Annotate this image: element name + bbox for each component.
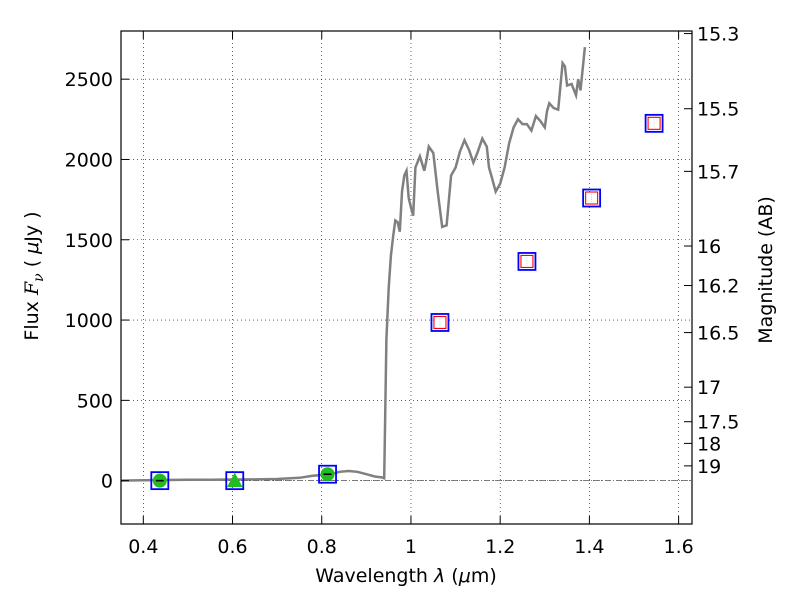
x-tick-label: 1.2 [485, 536, 515, 558]
magnitude-tick-label: 16.5 [697, 323, 739, 345]
magnitude-tick-label: 17 [697, 377, 721, 399]
blue-square-marker [517, 252, 537, 271]
magnitude-tick-label: 18 [697, 433, 721, 455]
spectrum-layer [121, 46, 587, 482]
y-axis: 0 500 1000 1500 2000 2500 [65, 69, 129, 493]
magnitude-tick-label: 16 [697, 236, 721, 258]
red-open-square-marker [433, 315, 447, 330]
x-tick-label: 0.6 [217, 536, 247, 558]
plot-frame [120, 30, 693, 525]
grid [121, 31, 692, 524]
magnitude-tick-label: 15.7 [697, 161, 739, 183]
blue-square-marker [582, 188, 602, 208]
red-open-square-marker [647, 116, 661, 130]
spectrum-line [121, 46, 587, 482]
x-axis: 0.4 0.6 0.8 1 1.2 1.4 1.6 [128, 31, 694, 558]
x-tick-label: 1 [405, 536, 417, 558]
y-tick-label: 2500 [65, 69, 113, 91]
magnitude-tick-label: 17.5 [697, 412, 739, 434]
x-tick-label: 0.4 [128, 536, 158, 558]
x-tick-label: 1.6 [664, 536, 694, 558]
red-open-square-marker [520, 254, 534, 268]
x-tick-label: 0.8 [307, 536, 337, 558]
magnitude-tick-label: 15.3 [697, 24, 739, 46]
y-tick-label: 500 [77, 390, 113, 412]
blue-square-marker [318, 464, 337, 484]
blue-square-marker [430, 313, 450, 332]
y-axis-label: Flux Fν ( μJy ) [21, 211, 47, 340]
magnitude-tick-label: 19 [697, 456, 721, 478]
data-points [150, 113, 664, 491]
blue-square-marker [150, 471, 170, 491]
y-tick-label: 1500 [65, 230, 113, 252]
blue-square-marker [225, 471, 245, 491]
y-tick-label: 0 [101, 471, 113, 493]
magnitude-tick-label: 16.2 [697, 276, 739, 298]
green-triangle-marker [226, 472, 243, 488]
y-tick-label: 1000 [65, 310, 113, 332]
magnitude-axis-label: Magnitude (AB) [755, 196, 777, 344]
x-tick-label: 1.4 [574, 536, 604, 558]
y-tick-label: 2000 [65, 149, 113, 171]
x-axis-label: Wavelength λ (μm) [315, 565, 496, 587]
magnitude-tick-label: 15.5 [697, 99, 739, 121]
blue-square-marker [644, 113, 664, 133]
red-open-square-marker [585, 191, 599, 205]
